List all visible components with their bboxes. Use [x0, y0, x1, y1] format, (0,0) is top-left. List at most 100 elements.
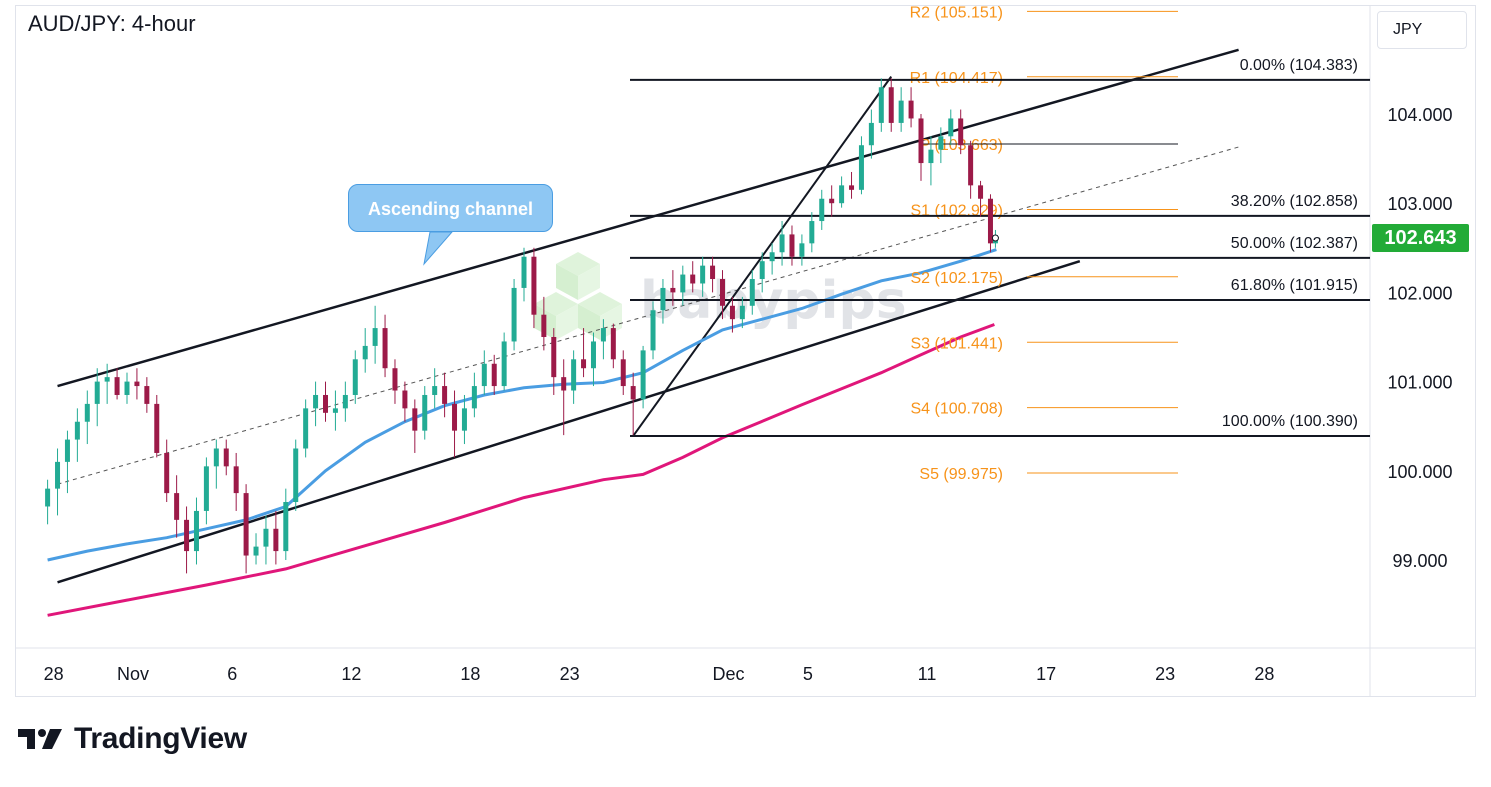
candle-body: [839, 185, 845, 204]
candle-body: [184, 519, 190, 552]
x-tick-label: 18: [460, 664, 480, 684]
candle-body: [620, 359, 626, 387]
grid: [16, 6, 1475, 696]
candle-body: [571, 359, 577, 391]
candle-body: [630, 386, 636, 400]
candle-body: [858, 145, 864, 190]
candle-body: [74, 421, 80, 440]
y-tick-label: 102.000: [1387, 283, 1452, 303]
candle-body: [104, 377, 110, 382]
candle-body: [164, 452, 170, 494]
candle-body: [759, 261, 765, 280]
candle-body: [64, 439, 70, 462]
candle-body: [134, 381, 140, 387]
candle-body: [124, 381, 130, 395]
candle-body: [283, 502, 289, 552]
pivot-label: S4 (100.708): [910, 401, 1003, 418]
candle-body: [442, 386, 448, 404]
candle-body: [819, 198, 825, 222]
candle-body: [332, 408, 338, 413]
candle-body: [908, 100, 914, 119]
tradingview-logo-icon: [18, 729, 62, 749]
candle-body: [273, 528, 279, 552]
candle-body: [303, 408, 309, 449]
ema-fast-line: [47, 248, 997, 562]
candle-body: [898, 100, 904, 123]
candle-body: [680, 274, 686, 293]
x-axis: 28 Nov 6 12 18 23 Dec 5 11 17 23 28: [44, 664, 1275, 684]
candle-body: [710, 265, 716, 280]
candle-body: [342, 394, 348, 409]
candle-body: [938, 136, 944, 150]
candle-body: [213, 448, 219, 467]
channel-lower-line: [57, 259, 1081, 584]
candle-body: [978, 185, 984, 199]
x-tick-label: 17: [1036, 664, 1056, 684]
x-tick-label: 11: [918, 664, 937, 684]
tradingview-logo-text: TradingView: [74, 722, 247, 755]
pivot-label: S5 (99.975): [919, 466, 1003, 483]
candle-body: [888, 87, 894, 123]
y-tick-label: 100.000: [1387, 462, 1452, 482]
fib-label: 0.00% (104.383): [1240, 57, 1358, 74]
candle-body: [491, 363, 497, 387]
candle-body: [203, 466, 209, 511]
candle-body: [392, 368, 398, 391]
candle-body: [551, 337, 557, 378]
candle-body: [362, 345, 368, 360]
candle-body: [174, 493, 180, 520]
candle-body: [432, 386, 438, 395]
candle-body: [541, 314, 547, 337]
x-tick-label: 28: [44, 664, 64, 684]
candle-body: [610, 328, 616, 360]
candle-body: [511, 287, 517, 342]
pivot-label: R1 (104.417): [910, 70, 1003, 87]
y-tick-label: 104.000: [1387, 105, 1452, 125]
candle-body: [561, 377, 567, 391]
candle-body: [412, 408, 418, 431]
candle-body: [193, 510, 199, 552]
fib-label: 100.00% (100.390): [1222, 413, 1358, 430]
fib-label: 38.20% (102.858): [1231, 193, 1358, 210]
candle-body: [471, 386, 477, 409]
current-price-label: 102.643: [1372, 224, 1469, 252]
candle-body: [958, 118, 964, 146]
tradingview-logo[interactable]: TradingView: [18, 722, 247, 756]
candle-body: [422, 394, 428, 431]
currency-selector[interactable]: JPY: [1377, 11, 1467, 49]
candle-body: [690, 274, 696, 284]
pivot-label: S3 (101.441): [910, 335, 1003, 352]
fib-label: 50.00% (102.387): [1231, 235, 1358, 252]
x-tick-label: 12: [341, 664, 361, 684]
candle-body: [452, 403, 458, 431]
chart-title: AUD/JPY: 4-hour: [28, 11, 196, 36]
candle-body: [799, 243, 805, 257]
candle-body: [868, 122, 874, 146]
candle-body: [581, 359, 587, 369]
candle-body: [531, 256, 537, 315]
candle-body: [323, 394, 328, 413]
x-tick-label: Dec: [712, 664, 744, 684]
y-axis: 104.000 103.000 102.000 101.000 100.000 99.00…: [1387, 105, 1452, 571]
candle-body: [243, 493, 249, 556]
candle-body: [233, 466, 239, 494]
pivot-label: R2 (105.151): [910, 4, 1003, 21]
annotation-callout: Ascending channel: [348, 184, 553, 232]
candle-body: [402, 390, 408, 409]
candle-body: [55, 461, 61, 489]
candle-body: [670, 287, 676, 293]
fibonacci-levels: 0.00% (104.383) 38.20% (102.858) 50.00% (1…: [630, 57, 1370, 438]
candle-body: [253, 546, 259, 556]
candle-body: [809, 221, 815, 244]
watermark-logo: [534, 252, 622, 340]
y-tick-label: 99.000: [1392, 551, 1447, 571]
candle-body: [263, 528, 269, 547]
candle-body: [94, 381, 100, 404]
ema-slow-line: [47, 323, 995, 617]
candle-body: [769, 252, 775, 262]
x-tick-label: 23: [560, 664, 580, 684]
candle-body: [720, 279, 725, 306]
candle-body: [313, 394, 319, 409]
candle-body: [382, 328, 388, 369]
